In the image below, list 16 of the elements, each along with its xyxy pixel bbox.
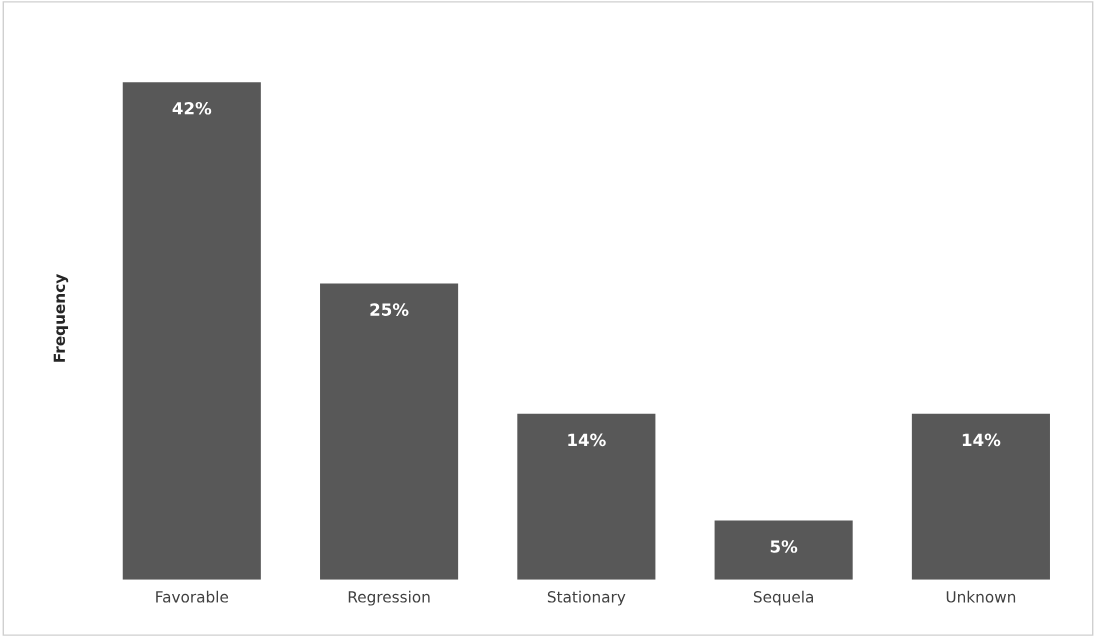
bar: [911, 413, 1050, 580]
bar: [320, 283, 459, 580]
data-label: 42%: [172, 101, 212, 115]
x-tick-label: Favorable: [156, 590, 229, 603]
bar: [517, 413, 656, 580]
bar: [122, 82, 261, 580]
y-axis-title: Frequency: [53, 274, 69, 362]
data-label: 5%: [770, 540, 798, 553]
data-label: 14%: [568, 433, 606, 447]
x-tick-label: Stationary: [547, 590, 626, 606]
data-label: 14%: [962, 433, 1001, 447]
x-tick-label: Regression: [348, 590, 430, 606]
bar: [714, 520, 853, 580]
x-tick-label: Unknown: [946, 590, 1016, 603]
data-label: 25%: [370, 303, 409, 316]
x-tick-label: Sequela: [753, 590, 813, 606]
